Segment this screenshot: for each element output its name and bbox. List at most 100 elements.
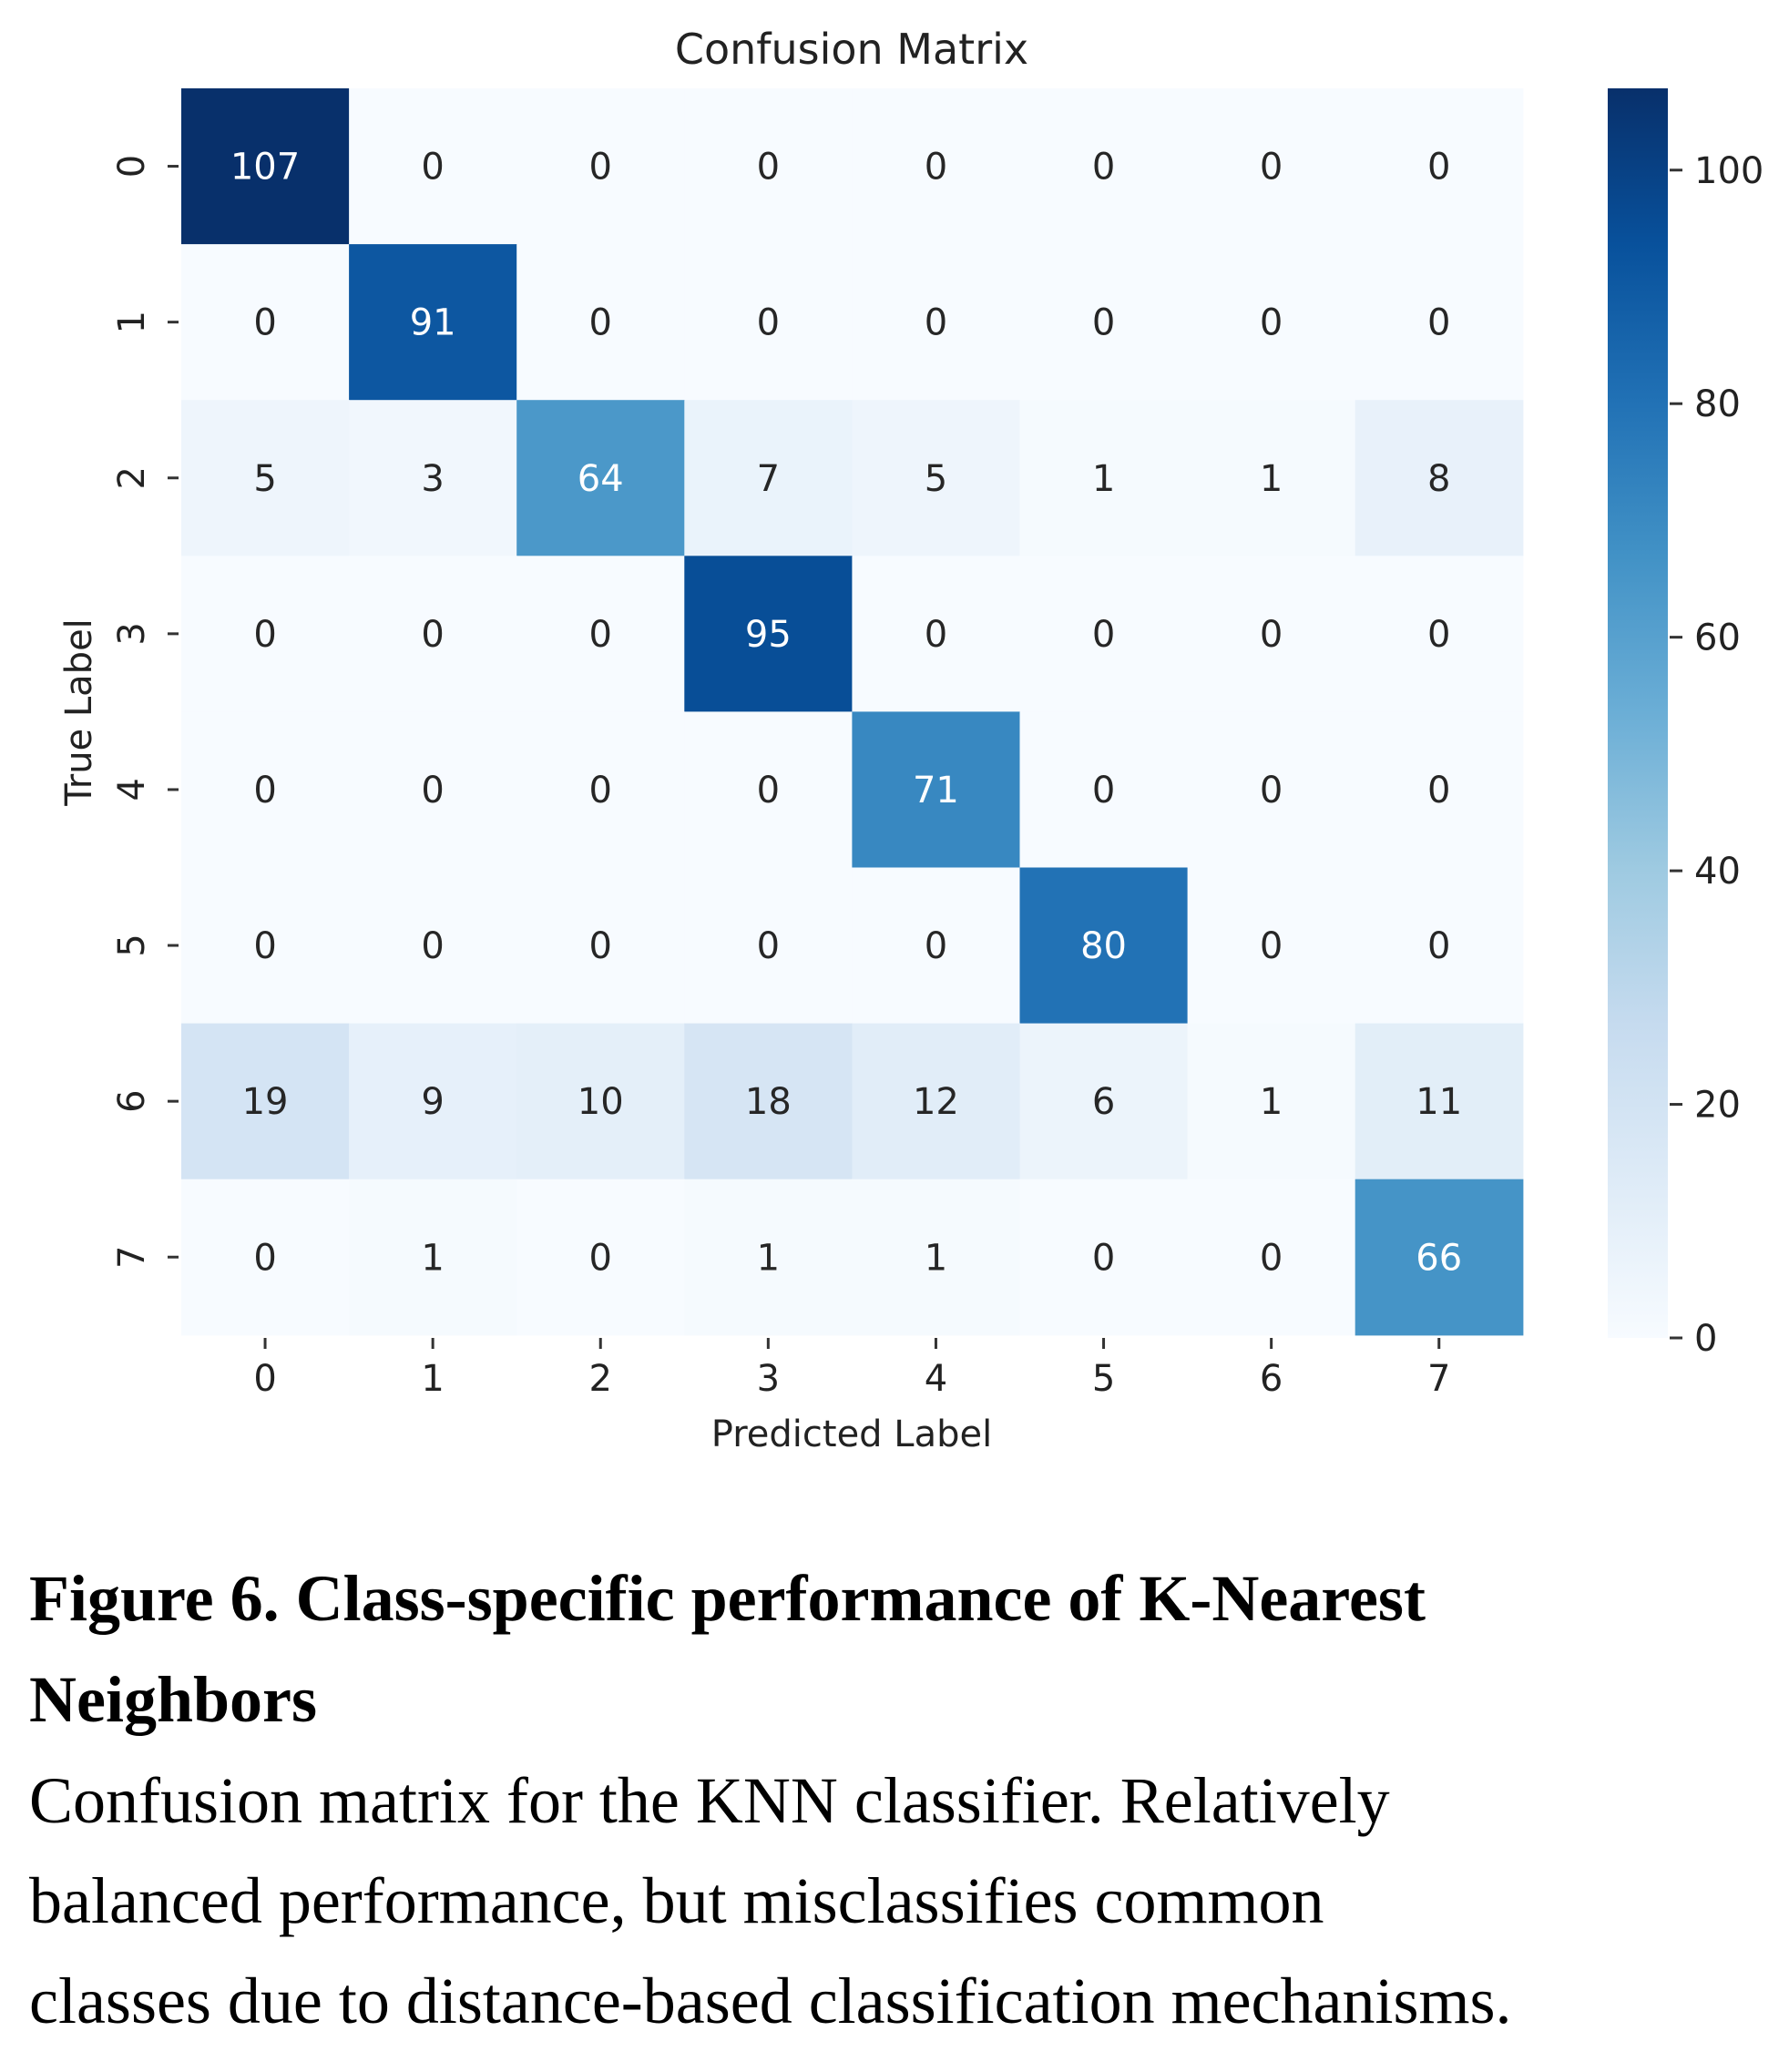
cell-value-label: 11 <box>1416 1081 1462 1123</box>
heatmap-cell <box>684 1023 853 1180</box>
heatmap-cell <box>852 88 1021 245</box>
heatmap-cell <box>1355 556 1524 712</box>
cell-value-label: 66 <box>1416 1237 1462 1279</box>
cell-value-label: 0 <box>589 1237 612 1279</box>
cell-value-label: 0 <box>1260 770 1283 811</box>
cell-value-label: 0 <box>1427 614 1450 656</box>
cell-value-label: 0 <box>1260 925 1283 967</box>
colorbar-tick-label: 80 <box>1694 383 1741 425</box>
confusion-matrix-chart: Confusion Matrix 107 0 0 0 0 0 0 00 91 0 0 0 0 0 05 3 64… <box>58 25 1763 1455</box>
cell-value-label: 1 <box>1092 458 1115 500</box>
cell-value-label: 0 <box>589 302 612 344</box>
heatmap-cell <box>349 1023 517 1180</box>
heatmap-cell <box>1187 88 1356 245</box>
heatmap-cell <box>852 867 1021 1025</box>
heatmap-cell <box>1019 88 1189 245</box>
x-tick-label: 5 <box>1092 1358 1115 1400</box>
cell-value-label: 0 <box>757 925 780 967</box>
x-tick-label: 7 <box>1427 1358 1450 1400</box>
x-tick-label: 0 <box>253 1358 276 1400</box>
cell-value-label: 0 <box>1260 302 1283 344</box>
caption-body-line: balanced performance, but misclassifies … <box>29 1864 1324 1937</box>
cell-value-label: 0 <box>925 614 947 656</box>
heatmap-cell <box>181 400 350 556</box>
heatmap-cell <box>349 88 517 245</box>
heatmap-cell <box>1355 244 1524 401</box>
cell-value-label: 3 <box>421 458 444 500</box>
heatmap-cell <box>1187 711 1356 869</box>
heatmap-cell <box>684 711 853 869</box>
heatmap-cell <box>349 556 517 712</box>
cell-value-label: 0 <box>589 614 612 656</box>
heatmap-cell <box>684 244 853 401</box>
heatmap-cell <box>181 244 350 401</box>
heatmap-cell <box>516 711 685 869</box>
heatmap-cell <box>1019 867 1189 1025</box>
x-tick-label: 1 <box>421 1358 444 1400</box>
heatmap-cell <box>1019 1179 1189 1336</box>
cell-value-label: 0 <box>757 770 780 811</box>
colorbar-tick-label: 0 <box>1694 1318 1717 1360</box>
cell-value-label: 0 <box>1427 147 1450 189</box>
cell-value-label: 0 <box>1260 614 1283 656</box>
cell-value-label: 0 <box>253 925 276 967</box>
heatmap-cell <box>516 1179 685 1336</box>
heatmap-cell <box>1355 867 1524 1025</box>
heatmap-cell <box>1187 1179 1356 1336</box>
cell-value-label: 19 <box>242 1081 289 1123</box>
cell-value-label: 0 <box>1427 925 1450 967</box>
cell-value-label: 0 <box>1092 1237 1115 1279</box>
caption-title-line: Figure 6. Class-specific performance of … <box>29 1562 1426 1635</box>
cell-value-label: 0 <box>253 302 276 344</box>
cell-value-label: 1 <box>1260 458 1283 500</box>
heatmap-cell <box>1355 1179 1524 1336</box>
heatmap-cell <box>1019 711 1189 869</box>
cell-value-label: 80 <box>1080 925 1127 967</box>
cell-value-label: 0 <box>589 147 612 189</box>
heatmap-cell <box>1355 711 1524 869</box>
cell-value-label: 0 <box>1260 147 1283 189</box>
heatmap-cell <box>516 88 685 245</box>
chart-title: Confusion Matrix <box>675 25 1028 74</box>
heatmap-cell <box>349 244 517 401</box>
cell-value-label: 0 <box>757 302 780 344</box>
heatmap-cell <box>1187 400 1356 556</box>
heatmap-cell <box>684 88 853 245</box>
cell-value-label: 0 <box>253 614 276 656</box>
cell-value-label: 95 <box>745 614 792 656</box>
colorbar-tick-label: 20 <box>1694 1085 1741 1127</box>
cell-value-label: 0 <box>1092 302 1115 344</box>
caption-title-line: Neighbors <box>29 1663 318 1736</box>
cell-value-label: 5 <box>925 458 947 500</box>
cell-value-label: 0 <box>589 770 612 811</box>
cell-value-label: 0 <box>925 147 947 189</box>
cell-value-label: 1 <box>1260 1081 1283 1123</box>
y-tick-label: 6 <box>111 1089 153 1112</box>
heatmap-cell <box>1187 867 1356 1025</box>
heatmap-cell <box>516 867 685 1025</box>
colorbar-tick-label: 60 <box>1694 618 1741 659</box>
colorbar <box>1608 88 1668 1338</box>
cell-value-label: 107 <box>230 147 300 189</box>
cell-value-label: 12 <box>913 1081 959 1123</box>
cell-value-label: 1 <box>925 1237 947 1279</box>
heatmap-cell <box>181 711 350 869</box>
y-tick-label: 7 <box>111 1246 153 1269</box>
cell-value-label: 0 <box>253 770 276 811</box>
cell-value-label: 6 <box>1092 1081 1115 1123</box>
cell-value-label: 0 <box>421 925 444 967</box>
colorbar-tick-label: 40 <box>1694 851 1741 893</box>
cell-value-label: 0 <box>1092 614 1115 656</box>
cell-value-label: 0 <box>757 147 780 189</box>
caption-body-line: classes due to distance-based classifica… <box>29 1965 1512 2037</box>
cell-value-label: 1 <box>421 1237 444 1279</box>
heatmap-cell <box>1019 556 1189 712</box>
heatmap-cell <box>852 244 1021 401</box>
cell-value-label: 0 <box>925 302 947 344</box>
cell-value-label: 1 <box>757 1237 780 1279</box>
cell-value-label: 0 <box>1092 770 1115 811</box>
cell-value-label: 9 <box>421 1081 444 1123</box>
caption-body-line: Confusion matrix for the KNN classifier.… <box>29 1764 1390 1837</box>
heatmap-cell <box>349 400 517 556</box>
cell-value-label: 0 <box>1092 147 1115 189</box>
